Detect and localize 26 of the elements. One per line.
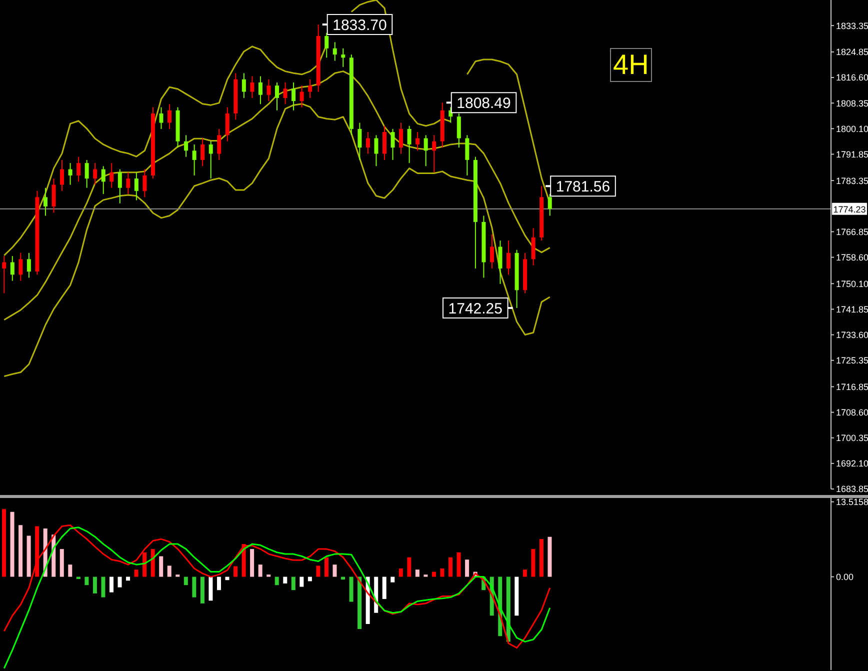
y-tick-label: 1758.60 xyxy=(836,252,868,262)
text: 1781.56 xyxy=(556,178,610,196)
y-tick-label: 1741.85 xyxy=(836,304,868,314)
ref-line-label: 1774.23 xyxy=(833,204,866,214)
y-tick-label: 1692.10 xyxy=(836,458,868,469)
y-tick-label: 1800.10 xyxy=(836,124,868,134)
y-tick-label: 1750.10 xyxy=(836,278,868,289)
y-tick-label: 1700.35 xyxy=(836,433,868,444)
y-tick-label: 1791.85 xyxy=(836,149,868,160)
y-tick-label: 13.5158 xyxy=(836,496,868,507)
annotation: 1808.49 xyxy=(456,95,511,112)
text: 4H xyxy=(610,48,652,82)
annotation: 1742.25 xyxy=(448,300,503,318)
y-tick-label: 1725.35 xyxy=(836,356,868,366)
y-tick-label: 1824.85 xyxy=(836,47,868,58)
y-tick-label: 1783.35 xyxy=(836,176,868,186)
annotation: 1833.70 xyxy=(332,16,387,34)
y-tick-label: 1716.85 xyxy=(836,382,868,392)
y-tick-label: 1683.85 xyxy=(836,484,868,494)
y-tick-label: 1733.60 xyxy=(836,330,868,340)
y-tick-label: 1766.85 xyxy=(836,226,868,237)
y-tick-label: 0.00 xyxy=(836,572,854,582)
y-tick-label: 1816.60 xyxy=(836,72,868,83)
y-tick-label: 1708.60 xyxy=(836,407,868,418)
y-tick-label: 1833.35 xyxy=(836,20,868,31)
y-tick-label: 1808.35 xyxy=(836,98,868,108)
